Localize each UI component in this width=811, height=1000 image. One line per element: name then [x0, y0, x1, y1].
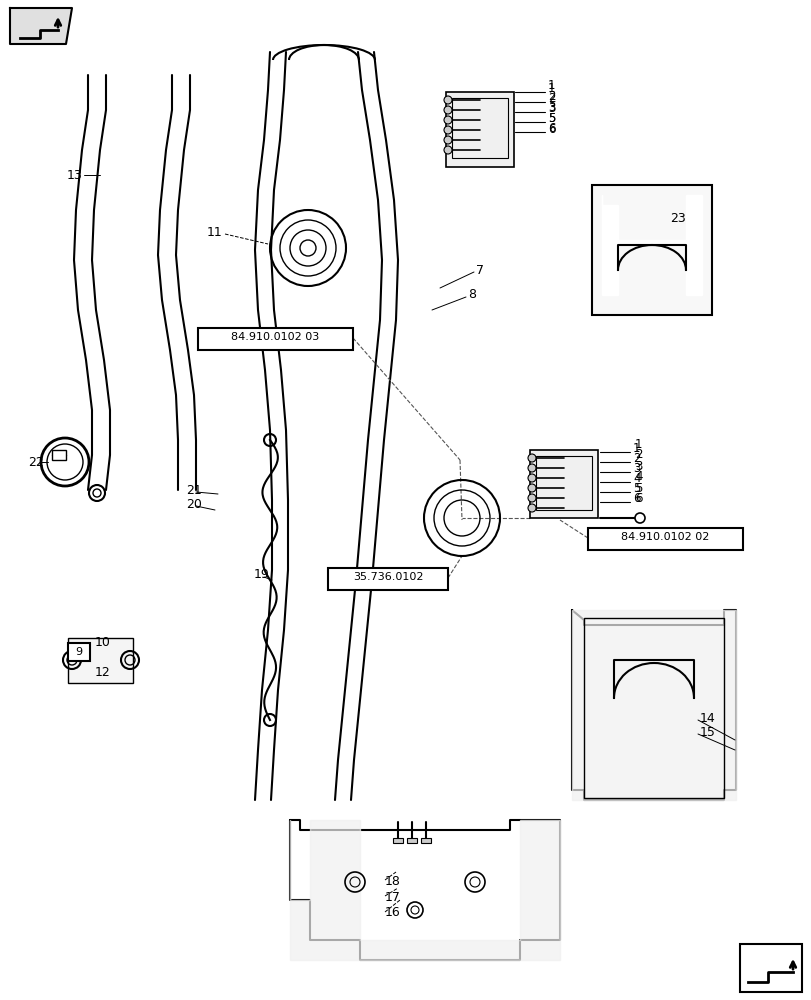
- Bar: [530, 450, 597, 518]
- Text: 35.736.0102: 35.736.0102: [352, 572, 423, 582]
- Circle shape: [444, 126, 452, 134]
- Text: 8: 8: [467, 288, 475, 302]
- Circle shape: [444, 106, 452, 114]
- Text: 15: 15: [699, 725, 715, 738]
- Text: 2: 2: [633, 452, 640, 464]
- Text: 6: 6: [547, 123, 555, 136]
- Bar: [583, 618, 723, 798]
- Circle shape: [527, 454, 535, 462]
- Text: 1: 1: [633, 442, 640, 454]
- Text: 22: 22: [28, 456, 44, 468]
- Text: 12: 12: [95, 666, 110, 678]
- Text: 84.910.0102 03: 84.910.0102 03: [231, 332, 320, 342]
- Text: 84.910.0102 02: 84.910.0102 02: [620, 532, 709, 542]
- Text: 3: 3: [634, 460, 642, 473]
- Bar: [68, 643, 90, 661]
- Polygon shape: [601, 195, 702, 295]
- Text: 14: 14: [699, 711, 714, 724]
- Bar: [591, 185, 711, 315]
- Bar: [535, 456, 591, 510]
- Text: 17: 17: [384, 892, 401, 904]
- Text: 3: 3: [633, 462, 640, 475]
- Text: 18: 18: [384, 876, 401, 888]
- Polygon shape: [10, 8, 72, 44]
- Bar: [420, 838, 431, 843]
- Text: 5: 5: [633, 482, 640, 494]
- Bar: [52, 450, 66, 460]
- Circle shape: [527, 484, 535, 492]
- Text: 9: 9: [75, 647, 83, 657]
- Text: 6: 6: [634, 492, 642, 506]
- Bar: [328, 568, 448, 590]
- Text: 6: 6: [633, 491, 640, 504]
- Circle shape: [444, 146, 452, 154]
- Circle shape: [527, 474, 535, 482]
- Circle shape: [527, 504, 535, 512]
- Text: 23: 23: [669, 212, 685, 225]
- Text: 4: 4: [634, 471, 642, 484]
- Circle shape: [444, 96, 452, 104]
- Text: 21: 21: [186, 484, 201, 496]
- Bar: [68, 638, 133, 683]
- Text: 3: 3: [547, 101, 555, 114]
- Circle shape: [444, 116, 452, 124]
- Text: 16: 16: [384, 906, 401, 919]
- Text: 6: 6: [547, 122, 555, 135]
- Text: 7: 7: [475, 263, 483, 276]
- Circle shape: [444, 136, 452, 144]
- Text: 4: 4: [633, 472, 640, 485]
- Text: 1: 1: [547, 79, 555, 92]
- Circle shape: [634, 513, 644, 523]
- Text: 1: 1: [547, 82, 555, 95]
- Text: 2: 2: [634, 448, 642, 462]
- Text: 10: 10: [95, 636, 111, 648]
- Text: 2: 2: [547, 90, 555, 103]
- Text: 13: 13: [67, 169, 82, 182]
- Text: 11: 11: [206, 226, 221, 239]
- Circle shape: [527, 494, 535, 502]
- Text: 5: 5: [547, 112, 555, 125]
- Text: 20: 20: [186, 497, 202, 510]
- Bar: [406, 838, 417, 843]
- Bar: [587, 528, 742, 550]
- Text: 3: 3: [547, 102, 555, 115]
- Circle shape: [527, 464, 535, 472]
- Polygon shape: [290, 820, 560, 960]
- Text: 2: 2: [547, 92, 555, 105]
- Text: 5: 5: [634, 482, 642, 494]
- Text: 5: 5: [547, 112, 555, 125]
- Bar: [452, 98, 508, 158]
- Text: 1: 1: [634, 438, 642, 450]
- Bar: [198, 328, 353, 350]
- Bar: [445, 92, 513, 167]
- Polygon shape: [571, 610, 735, 800]
- Bar: [739, 944, 801, 992]
- Bar: [393, 838, 402, 843]
- Text: 19: 19: [254, 568, 269, 582]
